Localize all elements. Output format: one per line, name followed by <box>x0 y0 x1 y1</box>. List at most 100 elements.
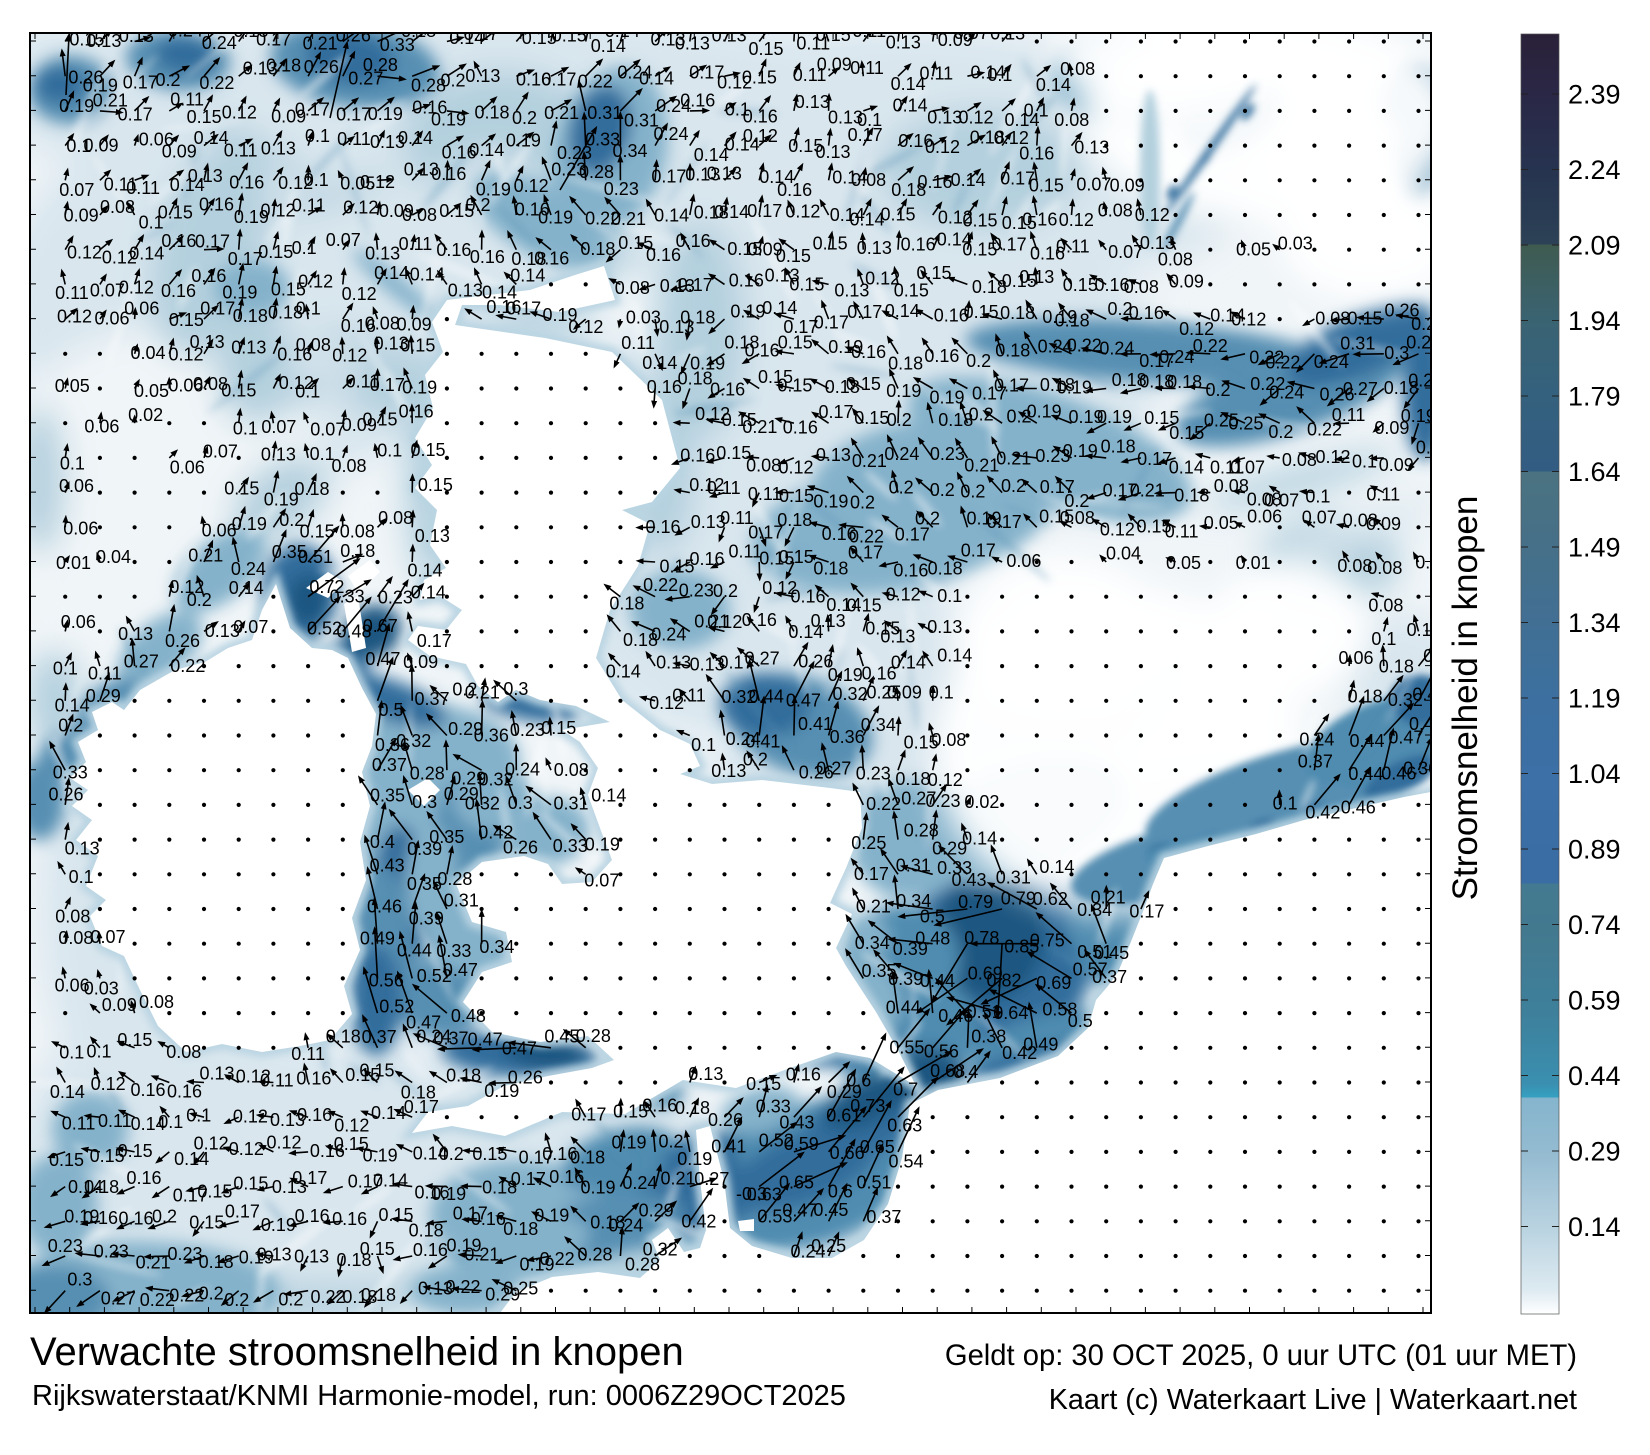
svg-text:0.16: 0.16 <box>642 1096 677 1116</box>
svg-text:0.15: 0.15 <box>788 136 823 156</box>
svg-text:0.08: 0.08 <box>554 760 589 780</box>
svg-text:0.14: 0.14 <box>374 263 409 283</box>
svg-text:0.18: 0.18 <box>475 103 510 123</box>
svg-text:0.17: 0.17 <box>228 249 263 269</box>
svg-text:0.12: 0.12 <box>695 404 730 424</box>
svg-text:0.47: 0.47 <box>365 649 400 669</box>
svg-text:0.08: 0.08 <box>296 335 331 355</box>
svg-text:0.18: 0.18 <box>680 308 715 328</box>
svg-text:0.67: 0.67 <box>363 616 398 636</box>
svg-text:0.13: 0.13 <box>711 761 746 781</box>
svg-text:0.59: 0.59 <box>784 1134 819 1154</box>
svg-text:0.26: 0.26 <box>1385 301 1420 321</box>
svg-text:0.15: 0.15 <box>360 1239 395 1259</box>
svg-text:0.27: 0.27 <box>694 1169 729 1189</box>
svg-text:0.09: 0.09 <box>403 652 438 672</box>
svg-text:0.22: 0.22 <box>866 794 901 814</box>
svg-text:1.34: 1.34 <box>1568 608 1621 638</box>
svg-text:0.12: 0.12 <box>1179 319 1214 339</box>
svg-text:0.6: 0.6 <box>846 1071 871 1091</box>
svg-text:0.19: 0.19 <box>1401 406 1436 426</box>
svg-text:0.13: 0.13 <box>1074 137 1109 157</box>
svg-text:0.1: 0.1 <box>60 454 85 474</box>
svg-text:0.31: 0.31 <box>444 890 479 910</box>
svg-text:0.11: 0.11 <box>1332 405 1366 425</box>
svg-text:0.28: 0.28 <box>576 1026 611 1046</box>
svg-text:0.06: 0.06 <box>202 521 237 541</box>
svg-text:0.3: 0.3 <box>412 792 437 812</box>
svg-text:0.1: 0.1 <box>929 682 954 702</box>
svg-text:0.19: 0.19 <box>232 514 267 534</box>
svg-text:0.14: 0.14 <box>832 168 867 188</box>
svg-text:0.13: 0.13 <box>691 512 726 532</box>
svg-text:0.47: 0.47 <box>406 1012 441 1032</box>
svg-text:0.16: 0.16 <box>710 379 745 399</box>
svg-text:0.23: 0.23 <box>510 720 545 740</box>
svg-text:0.15: 0.15 <box>189 1212 224 1232</box>
svg-text:0.14: 0.14 <box>1005 110 1040 130</box>
svg-text:0.14: 0.14 <box>398 128 433 148</box>
svg-text:0.1: 0.1 <box>725 100 750 120</box>
svg-text:0.57: 0.57 <box>1073 960 1108 980</box>
svg-text:0.06: 0.06 <box>59 476 94 496</box>
svg-text:0.14: 0.14 <box>174 1149 209 1169</box>
svg-text:0.18: 0.18 <box>1139 372 1174 392</box>
svg-text:0.2: 0.2 <box>889 477 914 497</box>
svg-text:0.24: 0.24 <box>1269 382 1304 402</box>
svg-text:0.08: 0.08 <box>931 730 966 750</box>
svg-text:0.16: 0.16 <box>791 587 826 607</box>
svg-text:0.15: 0.15 <box>854 408 889 428</box>
svg-text:0.39: 0.39 <box>407 839 442 859</box>
svg-text:0.14: 0.14 <box>605 21 640 41</box>
svg-text:0.47: 0.47 <box>502 1038 537 1058</box>
svg-text:0.16: 0.16 <box>1129 303 1164 323</box>
svg-text:0.08: 0.08 <box>1060 59 1095 79</box>
svg-text:0.09: 0.09 <box>1110 176 1145 196</box>
svg-text:0.78: 0.78 <box>964 928 999 948</box>
svg-text:0.36: 0.36 <box>375 735 410 755</box>
svg-text:0.14: 0.14 <box>714 202 749 222</box>
svg-text:0.3: 0.3 <box>508 793 533 813</box>
svg-text:0.16: 0.16 <box>296 1069 331 1089</box>
svg-text:0.24: 0.24 <box>1314 352 1349 372</box>
svg-text:0.12: 0.12 <box>360 172 395 192</box>
svg-text:0.23: 0.23 <box>168 1244 203 1264</box>
svg-text:0.47: 0.47 <box>443 960 478 980</box>
svg-text:0.13: 0.13 <box>257 1245 292 1265</box>
svg-text:0.15: 0.15 <box>789 275 824 295</box>
svg-text:0.69: 0.69 <box>1036 973 1071 993</box>
svg-text:0.42: 0.42 <box>478 823 513 843</box>
svg-text:0.17: 0.17 <box>678 275 713 295</box>
svg-text:0.16: 0.16 <box>131 1080 166 1100</box>
svg-text:0.12: 0.12 <box>169 577 204 597</box>
svg-text:0.23: 0.23 <box>1408 370 1443 390</box>
svg-text:0.13: 0.13 <box>857 238 892 258</box>
svg-text:0.43: 0.43 <box>370 856 405 876</box>
svg-text:0.11: 0.11 <box>707 478 741 498</box>
svg-text:0.15: 0.15 <box>158 202 193 222</box>
svg-text:0.33: 0.33 <box>53 763 88 783</box>
svg-text:0.17: 0.17 <box>256 30 291 50</box>
svg-text:0.29: 0.29 <box>639 1200 674 1220</box>
svg-text:0.44: 0.44 <box>1568 1061 1621 1091</box>
svg-text:0.15: 0.15 <box>776 246 811 266</box>
svg-text:0.37: 0.37 <box>1298 752 1333 772</box>
svg-text:0.16: 0.16 <box>127 1168 162 1188</box>
svg-text:0.2: 0.2 <box>1268 422 1293 442</box>
svg-text:0.16: 0.16 <box>851 342 886 362</box>
svg-text:0.14: 0.14 <box>830 205 865 225</box>
svg-text:0.2: 0.2 <box>1108 299 1133 319</box>
svg-text:0.72: 0.72 <box>309 577 344 597</box>
svg-text:0.15: 0.15 <box>779 486 814 506</box>
svg-text:0.18: 0.18 <box>928 559 963 579</box>
svg-text:0.89: 0.89 <box>1568 835 1621 865</box>
svg-text:0.15: 0.15 <box>742 67 777 87</box>
svg-text:0.12: 0.12 <box>785 202 820 222</box>
svg-text:0.11: 0.11 <box>850 58 884 78</box>
svg-text:0.31: 0.31 <box>554 794 589 814</box>
svg-text:0.05: 0.05 <box>1236 240 1271 260</box>
svg-text:0.42: 0.42 <box>1002 1043 1037 1063</box>
svg-text:0.15: 0.15 <box>1029 175 1064 195</box>
svg-text:0.13: 0.13 <box>119 26 154 46</box>
svg-text:0.2: 0.2 <box>960 482 985 502</box>
